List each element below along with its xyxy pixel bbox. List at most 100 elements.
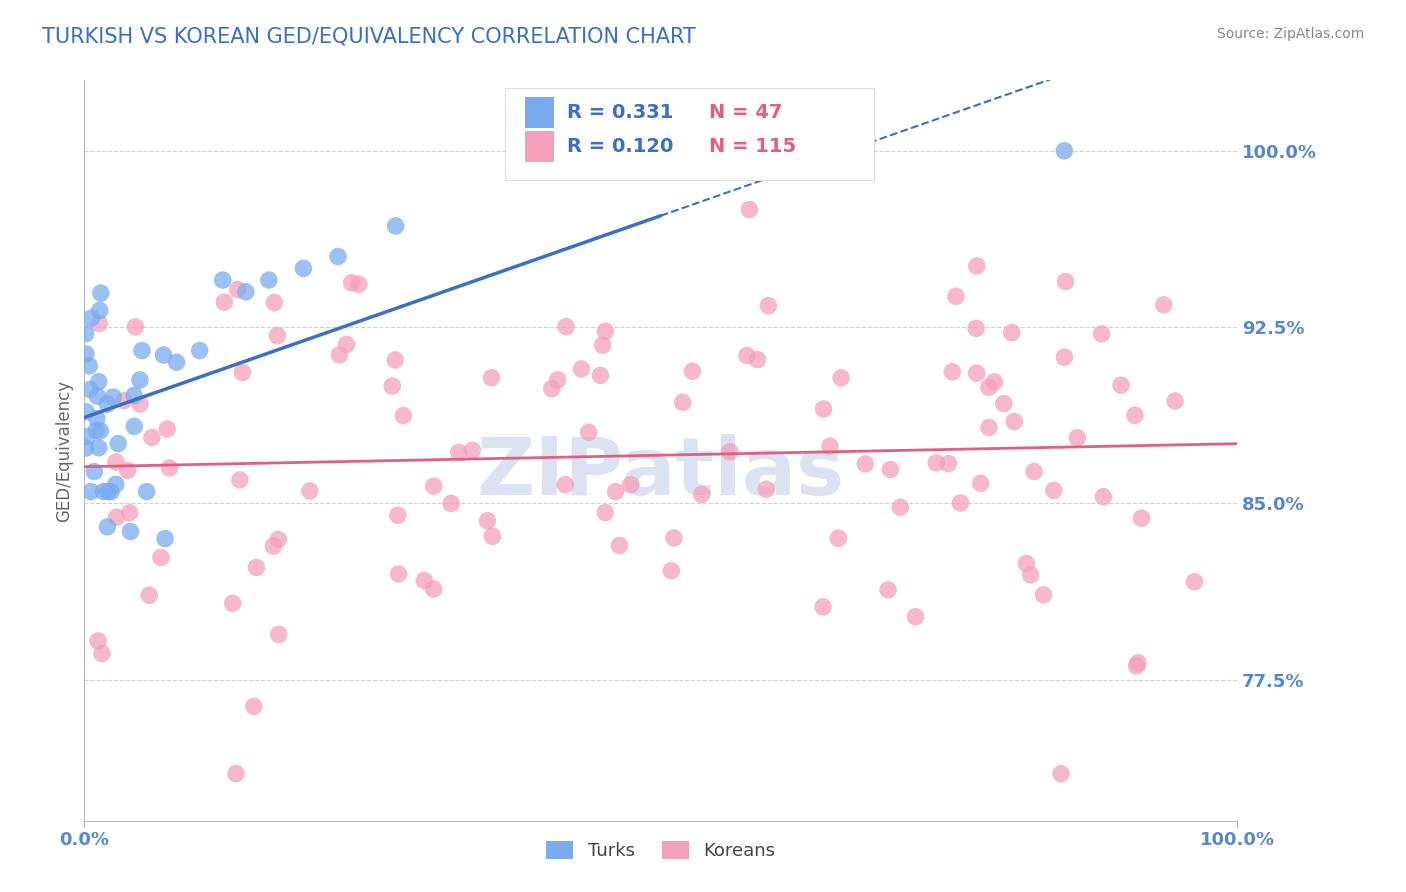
Point [387, 508, 409, 523]
Point [120, 524, 142, 539]
Point [1032, 588, 1054, 602]
Point [86, 411, 108, 425]
Point [447, 445, 470, 459]
Point [159, 461, 181, 475]
Point [813, 402, 835, 417]
Point [830, 371, 852, 385]
Point [925, 456, 948, 470]
Point [941, 365, 963, 379]
Point [578, 425, 600, 439]
Point [135, 484, 157, 499]
Point [1022, 465, 1045, 479]
Point [672, 395, 695, 409]
Point [87, 633, 110, 648]
Point [384, 219, 406, 233]
Point [889, 500, 911, 515]
Point [122, 388, 145, 402]
Point [738, 202, 761, 217]
Point [481, 529, 503, 543]
Point [1125, 659, 1147, 673]
Point [877, 582, 900, 597]
Point [827, 531, 849, 545]
Point [440, 496, 463, 510]
Point [853, 457, 876, 471]
Point [335, 337, 357, 351]
Point [328, 348, 350, 362]
Point [811, 599, 834, 614]
Point [1091, 326, 1114, 341]
Point [211, 273, 233, 287]
Point [977, 420, 1000, 434]
Point [690, 487, 713, 501]
Point [477, 514, 499, 528]
Point [605, 484, 627, 499]
Point [1043, 483, 1066, 498]
Point [347, 277, 370, 292]
Point [156, 422, 179, 436]
Point [384, 353, 406, 368]
Legend: Turks, Koreans: Turks, Koreans [538, 833, 783, 867]
FancyBboxPatch shape [505, 87, 875, 180]
Point [87, 441, 110, 455]
Point [569, 362, 592, 376]
Point [75, 347, 97, 361]
Point [938, 457, 960, 471]
Point [266, 328, 288, 343]
Point [166, 355, 188, 369]
Point [231, 366, 253, 380]
Point [949, 496, 972, 510]
Point [755, 482, 778, 496]
Point [595, 324, 617, 338]
Point [1130, 511, 1153, 525]
Point [292, 261, 315, 276]
Point [993, 396, 1015, 410]
Point [1123, 409, 1146, 423]
Point [79, 383, 101, 397]
Text: N = 47: N = 47 [709, 103, 783, 121]
Point [735, 349, 758, 363]
Point [1092, 490, 1115, 504]
Point [970, 476, 993, 491]
Point [620, 477, 643, 491]
Point [1050, 766, 1073, 780]
Point [129, 373, 152, 387]
Point [1053, 350, 1076, 364]
Point [1019, 568, 1042, 582]
Text: Source: ZipAtlas.com: Source: ZipAtlas.com [1216, 27, 1364, 41]
Point [225, 766, 247, 780]
Point [1015, 557, 1038, 571]
Point [75, 442, 97, 456]
Point [1164, 394, 1187, 409]
Point [589, 368, 612, 383]
Point [904, 609, 927, 624]
Point [93, 484, 115, 499]
Point [879, 462, 901, 476]
Point [966, 259, 988, 273]
Point [1153, 298, 1175, 312]
Point [257, 273, 280, 287]
Point [547, 373, 569, 387]
Point [945, 289, 967, 303]
Point [818, 439, 841, 453]
Point [413, 574, 436, 588]
Point [79, 359, 101, 373]
Point [682, 364, 704, 378]
Point [1109, 378, 1132, 392]
Point [262, 539, 284, 553]
Point [392, 409, 415, 423]
Point [122, 419, 145, 434]
Point [138, 588, 160, 602]
Point [592, 338, 614, 352]
Point [1002, 415, 1025, 429]
Point [107, 436, 129, 450]
Point [609, 539, 631, 553]
Point [340, 276, 363, 290]
Point [387, 566, 409, 581]
Point [76, 429, 98, 443]
Point [75, 326, 97, 341]
Point [1053, 144, 1076, 158]
Point [593, 506, 616, 520]
Point [105, 510, 128, 524]
Point [267, 627, 290, 641]
Point [101, 390, 124, 404]
